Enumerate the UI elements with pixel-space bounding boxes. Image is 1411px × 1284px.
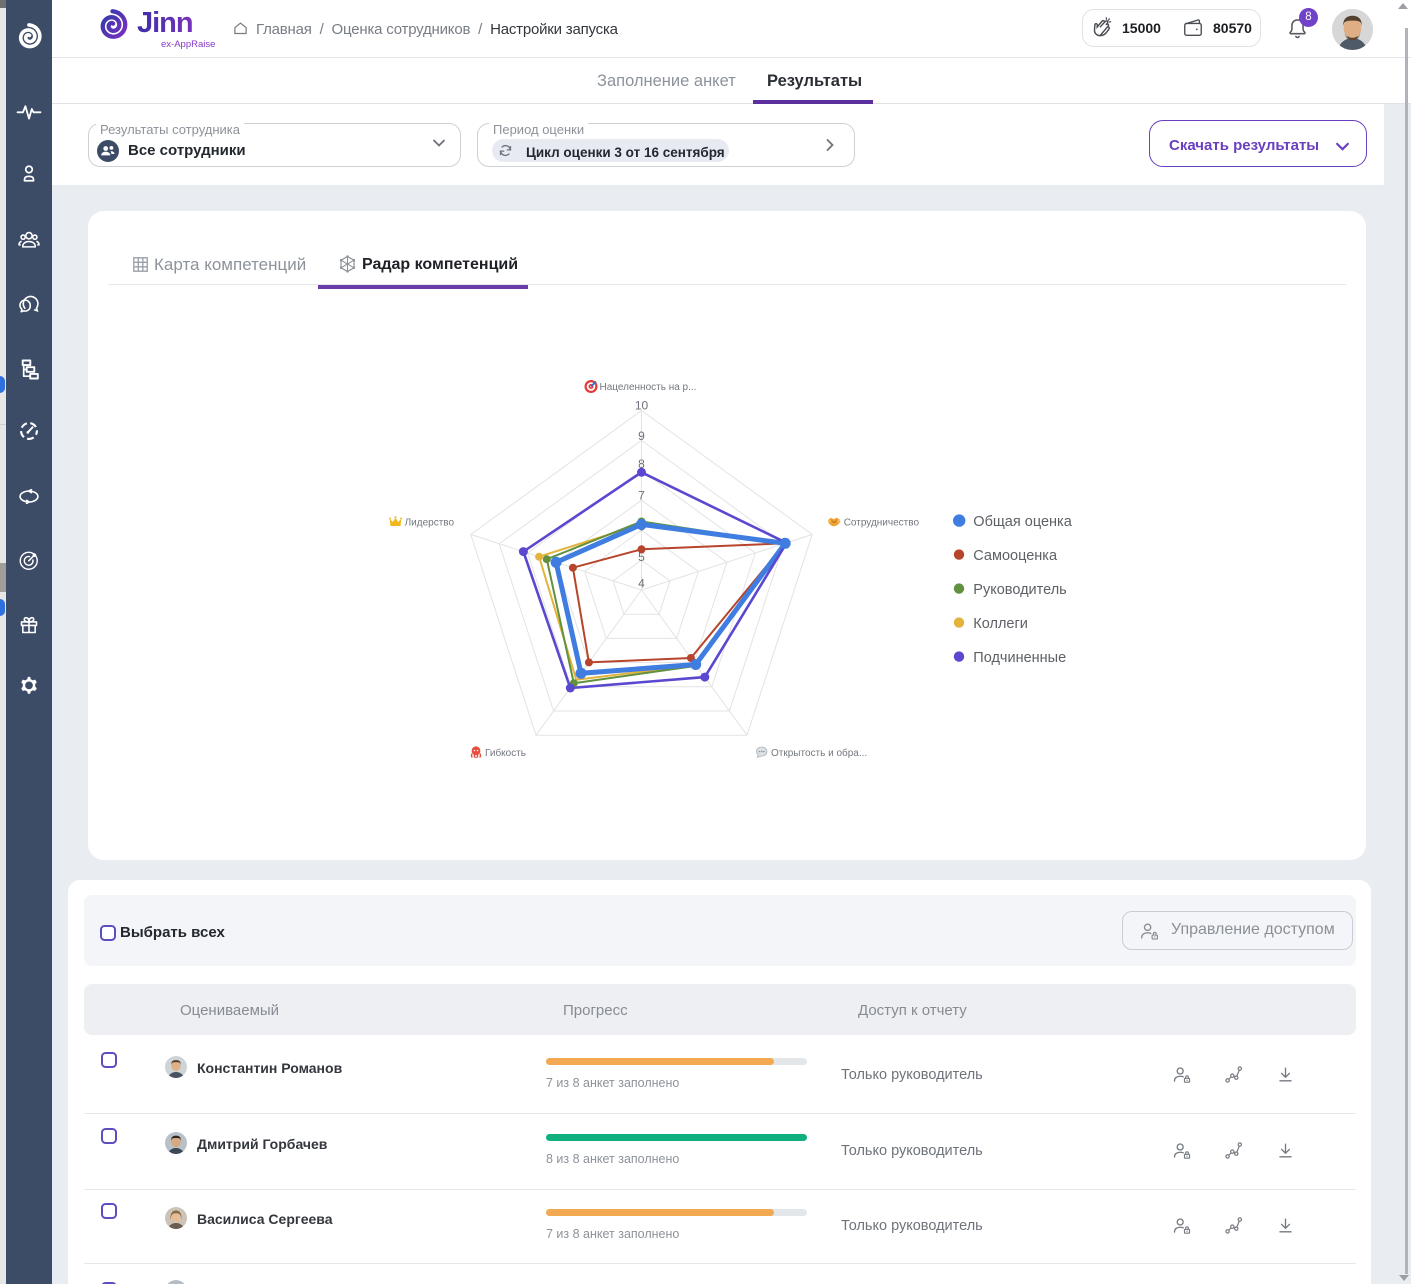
svg-text:Гибкость: Гибкость bbox=[485, 747, 526, 759]
svg-text:Самооценка: Самооценка bbox=[973, 548, 1058, 564]
svg-text:Сотрудничество: Сотрудничество bbox=[844, 517, 920, 528]
svg-text:10: 10 bbox=[635, 398, 649, 412]
svg-text:Нацеленность на р...: Нацеленность на р... bbox=[600, 382, 697, 393]
svg-text:4: 4 bbox=[638, 576, 645, 590]
svg-text:Открытость и обра...: Открытость и обра... bbox=[771, 747, 867, 759]
svg-text:Руководитель: Руководитель bbox=[973, 582, 1066, 598]
svg-text:Подчиненные: Подчиненные bbox=[973, 650, 1066, 666]
svg-text:Коллеги: Коллеги bbox=[973, 616, 1028, 632]
svg-text:5: 5 bbox=[638, 550, 645, 564]
svg-text:7: 7 bbox=[638, 489, 645, 503]
svg-text:Общая оценка: Общая оценка bbox=[973, 514, 1072, 530]
svg-text:9: 9 bbox=[638, 429, 645, 443]
svg-text:Лидерство: Лидерство bbox=[405, 517, 455, 528]
svg-text:8: 8 bbox=[638, 457, 645, 471]
